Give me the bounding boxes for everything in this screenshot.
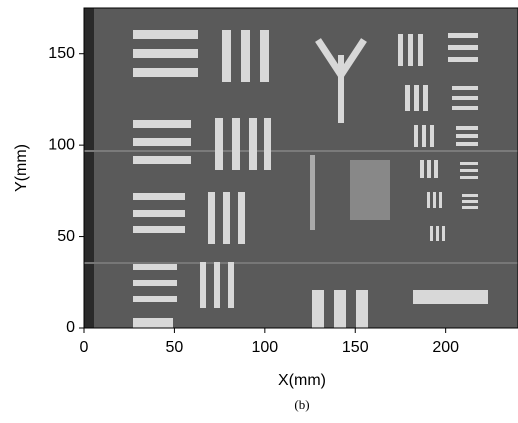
x-axis-label: X(mm) xyxy=(278,372,326,389)
x-tick-label: 200 xyxy=(432,339,459,356)
x-tick-label: 0 xyxy=(80,339,89,356)
y-tick-label: 150 xyxy=(48,45,75,62)
y-tick-label: 100 xyxy=(48,136,75,153)
x-tick-label: 150 xyxy=(342,339,369,356)
y-tick-label: 50 xyxy=(57,228,75,245)
caption: (b) xyxy=(294,397,309,412)
y-tick-label: 0 xyxy=(66,319,75,336)
scan-image xyxy=(84,8,518,328)
x-tick-label: 100 xyxy=(251,339,278,356)
x-tick-label: 50 xyxy=(166,339,184,356)
y-axis-label: Y(mm) xyxy=(13,144,30,192)
plot-frame xyxy=(83,7,518,329)
